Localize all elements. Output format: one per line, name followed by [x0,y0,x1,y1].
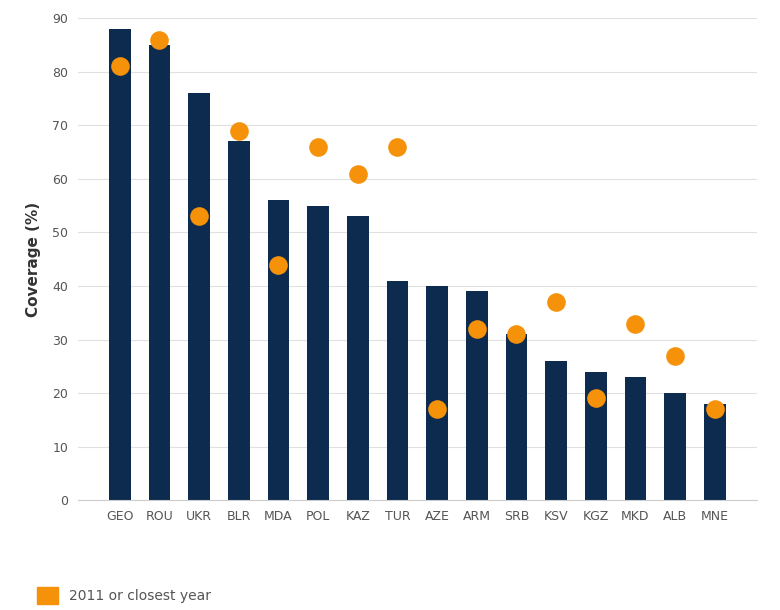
Point [669,351,682,361]
Point [312,142,324,152]
Bar [585,371,607,500]
Point [550,297,562,307]
Point [590,393,602,403]
Point [470,324,483,334]
Bar [625,377,647,500]
Bar [426,286,448,500]
Point [708,404,721,414]
Bar [228,142,250,500]
Point [153,35,165,45]
Bar [387,281,409,500]
Bar [148,45,170,500]
Bar [466,292,488,500]
Point [510,329,523,339]
Bar [109,29,131,500]
Bar [545,361,567,500]
Point [431,404,443,414]
Bar [188,93,210,500]
Point [232,126,245,135]
Bar [347,217,369,500]
Point [272,260,285,270]
Point [392,142,404,152]
Point [193,212,205,221]
Bar [268,200,289,500]
Point [629,318,642,328]
Point [352,169,364,179]
Point [114,62,126,71]
Legend: 2011 or closest year, 2018 or most recent year: 2011 or closest year, 2018 or most recen… [37,587,246,610]
Bar [704,404,725,500]
Bar [307,206,329,500]
Bar [505,334,527,500]
Bar [665,393,686,500]
Y-axis label: Coverage (%): Coverage (%) [27,202,41,317]
